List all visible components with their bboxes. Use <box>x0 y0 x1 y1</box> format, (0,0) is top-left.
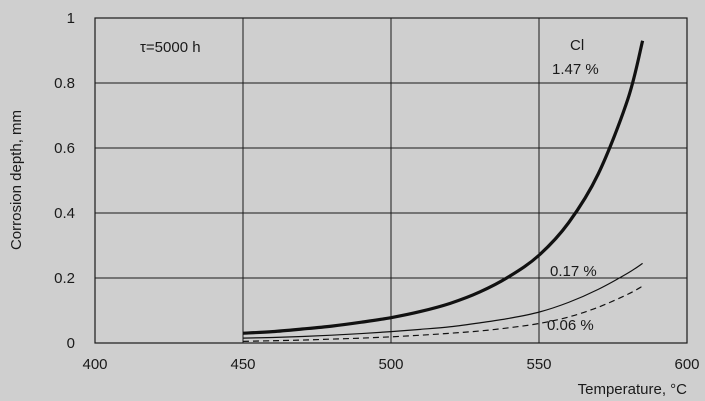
x-axis-title: Temperature, °C <box>578 381 688 398</box>
x-tick-label: 600 <box>674 356 699 373</box>
series-group-label: Cl <box>570 37 584 54</box>
y-tick-label: 0.2 <box>54 270 75 287</box>
x-tick-label: 550 <box>526 356 551 373</box>
grid-layer <box>94 17 688 344</box>
x-tick-label: 400 <box>82 356 107 373</box>
series-label-1: 1.47 % <box>552 61 599 78</box>
series-line-2 <box>242 262 643 339</box>
y-tick-label: 0.6 <box>54 140 75 157</box>
axis-layer: 0 0.2 0.4 0.6 0.8 1 400 450 500 550 600 <box>54 10 699 373</box>
series-line-1 <box>242 40 645 335</box>
series-label-2: 0.17 % <box>550 263 597 280</box>
series-labels: 1.47 % 0.17 % 0.06 % <box>547 61 599 334</box>
y-tick-label: 0.8 <box>54 75 75 92</box>
series-layer <box>242 40 645 342</box>
x-tick-label: 450 <box>230 356 255 373</box>
y-tick-label: 0 <box>67 335 75 352</box>
series-label-3: 0.06 % <box>547 317 594 334</box>
x-tick-label: 500 <box>378 356 403 373</box>
y-axis-title: Corrosion depth, mm <box>8 110 25 250</box>
y-tick-label: 0.4 <box>54 205 75 222</box>
condition-label: τ=5000 h <box>140 39 201 56</box>
y-tick-label: 1 <box>67 10 75 27</box>
